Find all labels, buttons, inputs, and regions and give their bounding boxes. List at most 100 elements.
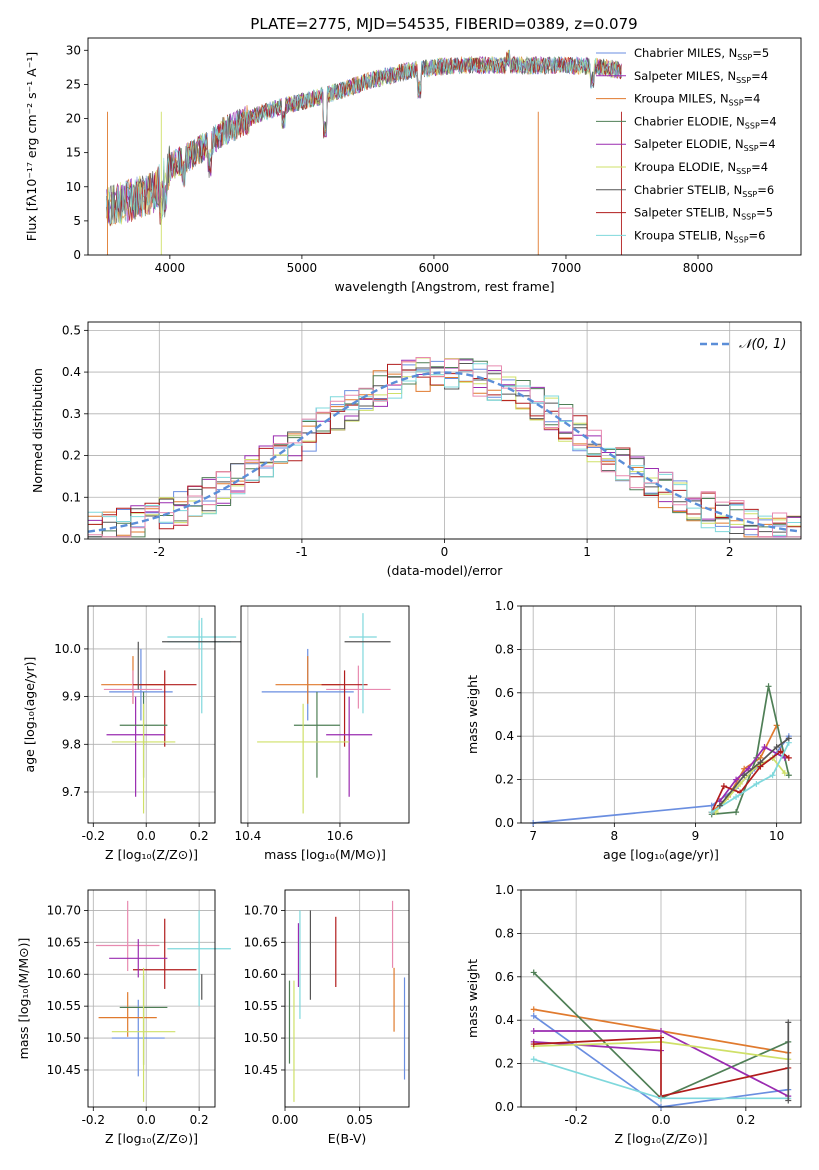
normal-curve xyxy=(87,371,802,533)
x-tick-label: 10.6 xyxy=(327,829,354,843)
weight-marker xyxy=(530,1006,537,1013)
y-tick-label: 0.4 xyxy=(495,1013,514,1027)
y-axis-label: Flux [fλ10⁻¹⁷ erg cm⁻² s⁻¹ A⁻¹] xyxy=(24,52,39,241)
x-tick-label: 0.2 xyxy=(190,1113,209,1127)
weight-marker xyxy=(658,1034,664,1041)
mass-vs-metallicity-panel: -0.2 0.0 0.2 10.45 10.50 10.55 10.60 10.65 10.70… xyxy=(16,889,231,1146)
age-vs-metallicity-panel: -0.2 0.0 0.2 9.7 9.8 9.9 10.0 Z [log₁₀(Z/Z⊙)] ag… xyxy=(22,605,242,862)
x-tick-label: 1 xyxy=(583,545,591,559)
x-axis-label: mass [log₁₀(M/M⊙)] xyxy=(264,847,386,862)
weight-marker xyxy=(720,783,727,790)
x-tick-label: -2 xyxy=(153,545,165,559)
age-vs-mass-panel: 10.4 10.6 mass [log₁₀(M/M⊙)] xyxy=(235,605,410,862)
y-tick-label: 25 xyxy=(66,77,81,91)
y-axis-label: mass weight xyxy=(465,675,480,754)
y-tick-label: 0.2 xyxy=(62,449,81,463)
axes-frame xyxy=(87,605,216,824)
x-axis-label: wavelength [Angstrom, rest frame] xyxy=(334,279,554,294)
mass-vs-ebv-panel: 0.00 0.05 10.45 10.50 10.55 10.60 10.65 10.70 E(… xyxy=(244,889,410,1146)
y-tick-label: 0.8 xyxy=(495,926,514,940)
y-tick-label: 10.45 xyxy=(244,1063,278,1077)
weight-marker xyxy=(785,1097,792,1104)
y-tick-label: 1.0 xyxy=(495,599,514,613)
y-tick-label: 10.65 xyxy=(47,935,81,949)
weight-marker xyxy=(733,776,740,783)
y-tick-label: 0.4 xyxy=(495,729,514,743)
weight-marker xyxy=(769,772,776,779)
x-tick-label: 2 xyxy=(726,545,734,559)
weight-marker xyxy=(733,809,740,816)
x-tick-label: 0.0 xyxy=(137,829,156,843)
x-tick-label: 10 xyxy=(769,829,784,843)
axes-frame xyxy=(87,321,802,540)
x-axis-label: Z [log₁₀(Z/Z⊙)] xyxy=(105,1131,198,1146)
x-tick-label: 4000 xyxy=(155,261,186,275)
weight-marker xyxy=(658,1095,664,1102)
weight-marker xyxy=(733,793,740,800)
axes-frame xyxy=(240,605,410,824)
y-tick-label: 0.8 xyxy=(495,642,514,656)
axes-frame xyxy=(520,605,802,824)
legend-entry: Salpeter MILES, NSSP=4 xyxy=(634,69,768,85)
y-tick-label: 9.8 xyxy=(62,737,81,751)
weight-marker xyxy=(773,744,780,751)
y-tick-label: 15 xyxy=(66,146,81,160)
x-tick-label: 7 xyxy=(529,829,537,843)
legend-entry: 𝒩(0, 1) xyxy=(739,337,786,352)
y-tick-label: 0.4 xyxy=(62,365,81,379)
weight-marker xyxy=(708,802,715,809)
y-tick-label: 10 xyxy=(66,180,81,194)
y-tick-label: 0.0 xyxy=(62,532,81,546)
x-axis-label: Z [log₁₀(Z/Z⊙)] xyxy=(615,1131,708,1146)
y-tick-label: 20 xyxy=(66,112,81,126)
legend-entry: Chabrier MILES, NSSP=5 xyxy=(634,46,769,62)
legend-entry: Chabrier ELODIE, NSSP=4 xyxy=(634,114,777,130)
y-tick-label: 0 xyxy=(73,248,81,262)
spectrum-line xyxy=(106,50,622,227)
x-axis-label: E(B-V) xyxy=(328,1131,367,1146)
weight-marker xyxy=(530,1041,537,1048)
weight-marker xyxy=(781,770,788,777)
y-axis-label: age [log₁₀(age/yr)] xyxy=(22,657,37,773)
weight-marker xyxy=(761,744,768,751)
weight-marker xyxy=(785,735,792,742)
axes-frame xyxy=(87,889,216,1108)
y-tick-label: 0.5 xyxy=(62,323,81,337)
legend-entry: Chabrier STELIB, NSSP=6 xyxy=(634,183,774,199)
axes-frame xyxy=(87,37,802,256)
x-tick-label: 8000 xyxy=(683,261,714,275)
x-tick-label: 0.2 xyxy=(736,1113,755,1127)
axes-frame xyxy=(284,889,410,1108)
weight-vs-age-panel: 7 8 9 10 0.0 0.2 0.4 0.6 0.8 1.0 age [log₁₀(age/yr… xyxy=(465,599,802,862)
x-axis-label: (data-model)/error xyxy=(387,563,504,578)
weight-marker xyxy=(745,765,752,772)
y-tick-label: 0.0 xyxy=(495,816,514,830)
x-tick-label: 6000 xyxy=(419,261,450,275)
y-tick-label: 9.7 xyxy=(62,785,81,799)
y-axis-label: Normed distribution xyxy=(30,368,45,493)
y-tick-label: 9.9 xyxy=(62,690,81,704)
y-tick-label: 10.50 xyxy=(244,1031,278,1045)
weight-marker xyxy=(765,683,772,690)
weight-marker xyxy=(741,772,748,779)
y-tick-label: 10.50 xyxy=(47,1031,81,1045)
weight-marker xyxy=(716,802,723,809)
weight-line xyxy=(710,750,790,813)
weight-marker xyxy=(530,1056,537,1063)
weight-marker xyxy=(753,780,760,787)
y-tick-label: 10.70 xyxy=(47,903,81,917)
x-tick-label: 0.0 xyxy=(651,1113,670,1127)
x-tick-label: -0.2 xyxy=(82,829,105,843)
y-tick-label: 1.0 xyxy=(495,883,514,897)
weight-marker xyxy=(785,1019,792,1026)
y-tick-label: 10.65 xyxy=(244,935,278,949)
histogram-series xyxy=(87,357,801,539)
x-tick-label: 7000 xyxy=(551,261,582,275)
y-tick-label: 0.3 xyxy=(62,407,81,421)
x-axis-label: age [log₁₀(age/yr)] xyxy=(603,847,719,862)
x-tick-label: 0 xyxy=(441,545,449,559)
legend-entry: Salpeter STELIB, NSSP=5 xyxy=(634,206,773,222)
x-tick-label: -1 xyxy=(296,545,308,559)
y-tick-label: 0.1 xyxy=(62,490,81,504)
